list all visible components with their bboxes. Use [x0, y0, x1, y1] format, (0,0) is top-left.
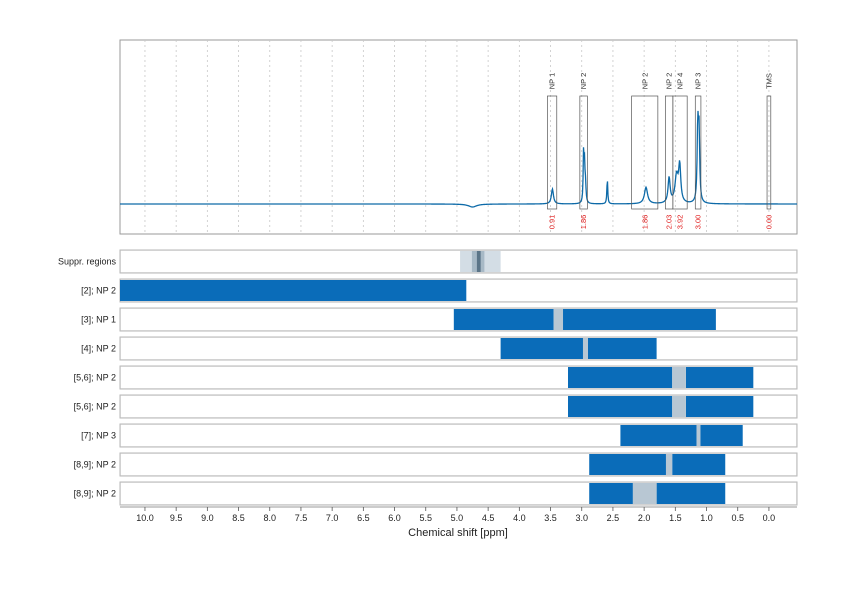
region-bar	[563, 309, 716, 330]
x-axis: 10.0 9.5 9.0 8.5 8.0 7.5 7.0 6.5 6.0 5.5 5.0 4.5 4.0…	[120, 506, 797, 523]
region-gap	[632, 483, 657, 504]
peak-region-box	[766, 95, 772, 210]
peak-region-box	[579, 95, 588, 210]
region-bar	[120, 280, 467, 301]
row-label: Suppr. regions	[58, 257, 117, 267]
region-gap	[553, 309, 564, 330]
row-label: [2]; NP 2	[81, 286, 116, 296]
peak-label: TMS	[764, 73, 773, 89]
integral-label: 0.91	[548, 215, 557, 230]
integral-label: 2.03	[665, 215, 674, 230]
x-tick-label: 4.5	[482, 513, 495, 523]
x-tick-label: 0.5	[731, 513, 744, 523]
region-gap	[672, 367, 686, 388]
peak-region-box	[672, 95, 688, 210]
region-gap	[582, 338, 588, 359]
integral-label: 0.00	[764, 215, 773, 230]
spectrum-frame	[119, 39, 798, 235]
x-tick-label: 10.0	[136, 513, 154, 523]
peak-label: NP 2	[665, 73, 674, 90]
x-tick-label: 8.5	[232, 513, 245, 523]
x-tick-label: 0.0	[763, 513, 776, 523]
integral-label: 1.86	[640, 215, 649, 230]
spectrum-line	[120, 110, 797, 208]
region-bar	[589, 454, 666, 475]
peak-label: NP 2	[640, 73, 649, 90]
region-bar	[700, 425, 743, 446]
x-tick-label: 2.5	[607, 513, 620, 523]
suppr-band	[476, 251, 481, 272]
integral-label: 1.86	[579, 215, 588, 230]
peak-region-box	[547, 95, 558, 210]
region-rows: Suppr. regions [2]; NP 2 [3]; NP 1 [4]; NP …	[58, 249, 798, 506]
row-label: [3]; NP 1	[81, 315, 116, 325]
integral-label: 3.92	[676, 215, 685, 230]
region-bar	[685, 367, 754, 388]
peak-label: NP 4	[676, 73, 685, 90]
region-gap	[672, 396, 686, 417]
x-tick-label: 1.5	[669, 513, 682, 523]
peak-label: NP 3	[694, 73, 703, 90]
x-tick-label: 6.5	[357, 513, 370, 523]
row-label: [5,6]; NP 2	[74, 402, 116, 412]
region-row-inner	[121, 338, 796, 359]
x-tick-label: 6.0	[388, 513, 401, 523]
region-gap	[665, 454, 673, 475]
row-label: [5,6]; NP 2	[74, 373, 116, 383]
region-bar	[685, 396, 754, 417]
region-bar	[672, 454, 726, 475]
region-bar	[587, 338, 657, 359]
row-label: [8,9]; NP 2	[74, 460, 116, 470]
spectrum-panel: NP 1 0.91 NP 2 1.86 NP 2 1.86 NP 2 2.03 NP 4 3.92…	[119, 39, 798, 235]
x-tick-label: 7.0	[326, 513, 339, 523]
peak-label: NP 2	[579, 73, 588, 90]
x-tick-label: 4.0	[513, 513, 526, 523]
region-bar	[656, 483, 726, 504]
peak-region-box	[631, 95, 659, 210]
region-bar	[568, 367, 673, 388]
row-label: [4]; NP 2	[81, 344, 116, 354]
row-label: [7]; NP 3	[81, 431, 116, 441]
x-tick-label: 7.5	[295, 513, 308, 523]
region-bar	[589, 483, 633, 504]
peak-label: NP 1	[548, 73, 557, 90]
region-bar	[568, 396, 673, 417]
region-gap	[696, 425, 701, 446]
x-tick-label: 5.5	[419, 513, 432, 523]
x-tick-label: 2.0	[638, 513, 651, 523]
region-bar	[500, 338, 583, 359]
x-tick-label: 1.0	[700, 513, 713, 523]
x-tick-label: 3.5	[544, 513, 557, 523]
x-tick-label: 8.0	[263, 513, 276, 523]
x-axis-title: Chemical shift [ppm]	[408, 527, 508, 539]
suppr-regions-row-inner	[121, 251, 796, 272]
region-bar	[453, 309, 554, 330]
row-label: [8,9]; NP 2	[74, 489, 116, 499]
x-tick-label: 9.5	[170, 513, 183, 523]
integral-label: 3.00	[694, 215, 703, 230]
peak-region-box	[694, 95, 702, 210]
x-tick-label: 3.0	[575, 513, 588, 523]
x-tick-label: 5.0	[451, 513, 464, 523]
region-bar	[620, 425, 697, 446]
x-tick-label: 9.0	[201, 513, 214, 523]
